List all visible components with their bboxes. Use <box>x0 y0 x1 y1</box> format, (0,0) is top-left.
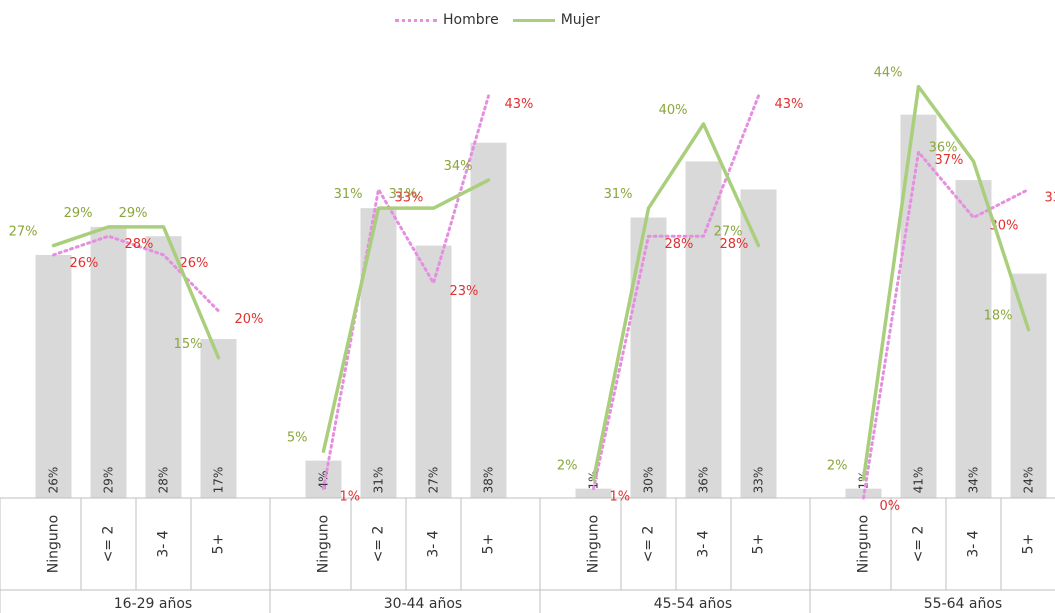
series-line-hombre <box>592 94 760 491</box>
data-label-mujer: 15% <box>174 337 203 352</box>
group-label: 45-54 años <box>654 596 732 612</box>
data-label-hombre: 1% <box>340 490 361 505</box>
data-label-hombre: 0% <box>880 499 901 514</box>
data-label-hombre: 43% <box>505 97 534 112</box>
bar-label: 28% <box>157 467 171 494</box>
group-label: 55-64 años <box>924 596 1002 612</box>
category-tick-label: 3- 4 <box>156 530 172 557</box>
bar-label: 27% <box>427 467 441 494</box>
category-tick-label: Ninguno <box>316 515 332 573</box>
bar-label: 31% <box>372 467 386 494</box>
bar-1-4 <box>200 339 237 498</box>
data-label-mujer: 36% <box>929 140 958 155</box>
bar-label: 33% <box>752 467 766 494</box>
bar-label: 26% <box>47 467 61 494</box>
data-label-mujer: 27% <box>714 225 743 240</box>
category-tick-label: 5+ <box>1021 534 1037 555</box>
data-label-mujer: 18% <box>984 309 1013 324</box>
bar-1-3 <box>145 236 182 498</box>
bar-2-3 <box>415 245 452 498</box>
bar-label: 24% <box>1022 467 1036 494</box>
data-label-mujer: 44% <box>874 66 903 81</box>
legend-item-hombre: Hombre <box>395 12 499 28</box>
series-line-mujer <box>861 84 1031 482</box>
data-label-mujer: 34% <box>444 159 473 174</box>
legend-label-hombre: Hombre <box>443 12 499 28</box>
category-tick-label: 3- 4 <box>966 530 982 557</box>
data-label-hombre: 33% <box>1045 190 1055 205</box>
category-tick-label: <= 2 <box>101 526 117 563</box>
series-line-hombre <box>322 94 490 491</box>
category-tick-label: 5+ <box>211 534 227 555</box>
category-tick-label: Ninguno <box>46 515 62 573</box>
data-label-hombre: 33% <box>395 190 424 205</box>
data-label-mujer: 31% <box>604 187 633 202</box>
bar-4-4 <box>1010 273 1047 498</box>
legend-swatch-mujer <box>512 18 555 22</box>
data-label-mujer: 27% <box>9 225 38 240</box>
bar-3-1 <box>575 488 612 498</box>
bar-label: 29% <box>102 467 116 494</box>
legend-swatch-hombre <box>395 18 437 22</box>
data-label-hombre: 23% <box>450 284 479 299</box>
bar-3-2 <box>630 217 667 498</box>
data-label-hombre: 26% <box>70 256 99 271</box>
data-label-hombre: 1% <box>610 490 631 505</box>
category-tick-label: <= 2 <box>641 526 657 563</box>
bar-label: 34% <box>967 467 981 494</box>
data-label-mujer: 40% <box>659 103 688 118</box>
category-tick-label: 3- 4 <box>426 530 442 557</box>
legend-item-mujer: Mujer <box>512 12 600 28</box>
series-line-mujer <box>591 122 761 482</box>
series-line-mujer <box>321 178 491 453</box>
data-label-hombre: 37% <box>935 153 964 168</box>
data-label-mujer: 31% <box>334 187 363 202</box>
group-label: 16-29 años <box>114 596 192 612</box>
data-label-mujer: 5% <box>287 430 308 445</box>
data-label-hombre: 26% <box>180 256 209 271</box>
bar-1-1 <box>35 254 72 498</box>
group-label: 30-44 años <box>384 596 462 612</box>
bar-2-1 <box>305 460 342 498</box>
data-label-mujer: 31% <box>389 187 418 202</box>
category-tick-label: Ninguno <box>856 515 872 573</box>
data-label-mujer: 2% <box>827 458 848 473</box>
category-tick-label: 3- 4 <box>696 530 712 557</box>
bar-2-4 <box>470 142 507 498</box>
data-label-mujer: 2% <box>557 458 578 473</box>
bar-label: 30% <box>642 467 656 494</box>
bar-3-3 <box>685 161 722 498</box>
category-tick-label: <= 2 <box>371 526 387 563</box>
bar-3-4 <box>740 189 777 498</box>
data-label-hombre: 28% <box>665 237 694 252</box>
bar-label: 36% <box>697 467 711 494</box>
bar-label: 38% <box>482 467 496 494</box>
chart-legend: Hombre Mujer <box>395 10 614 30</box>
data-label-hombre: 43% <box>775 97 804 112</box>
bar-label: 41% <box>912 467 926 494</box>
series-line-hombre <box>862 150 1030 500</box>
category-tick-label: Ninguno <box>586 515 602 573</box>
category-tick-label: 5+ <box>751 534 767 555</box>
data-label-mujer: 29% <box>119 206 148 221</box>
bar-4-3 <box>955 180 992 498</box>
series-line-mujer <box>51 225 221 360</box>
data-label-hombre: 20% <box>235 312 264 327</box>
legend-label-mujer: Mujer <box>560 12 600 28</box>
data-label-hombre: 28% <box>720 237 749 252</box>
data-label-mujer: 29% <box>64 206 93 221</box>
category-tick-label: <= 2 <box>911 526 927 563</box>
series-line-hombre <box>52 234 220 313</box>
bar-label: 17% <box>212 467 226 494</box>
bar-1-2 <box>90 226 127 498</box>
bar-4-1 <box>845 488 882 498</box>
category-tick-label: 5+ <box>481 534 497 555</box>
data-label-hombre: 28% <box>125 237 154 252</box>
